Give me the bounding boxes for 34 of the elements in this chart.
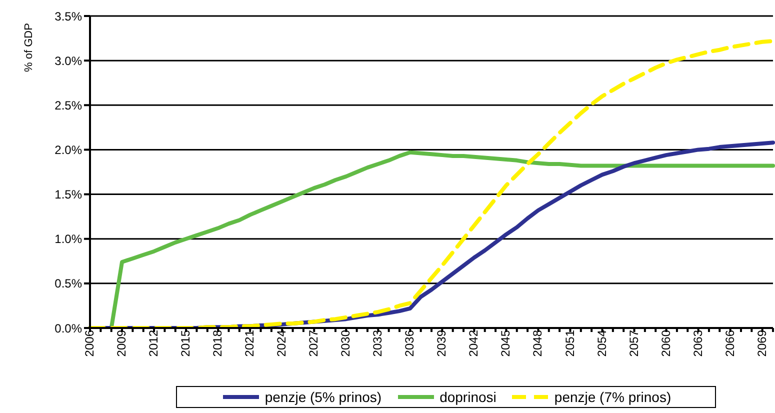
- legend-label: penzje (5% prinos): [264, 389, 382, 405]
- x-tick-label: 2021: [242, 330, 257, 357]
- x-tick-label: 2051: [562, 330, 577, 357]
- x-tick-label: 2054: [594, 330, 609, 357]
- x-tick-label: 2033: [370, 330, 385, 357]
- x-tick-label: 2057: [626, 330, 641, 357]
- x-tick-label: 2015: [178, 330, 193, 357]
- y-tick-label: 0.5%: [54, 276, 82, 291]
- x-tick-label: 2030: [338, 330, 353, 357]
- x-tick-label: 2027: [306, 330, 321, 357]
- y-tick-label: 3.5%: [54, 9, 82, 24]
- x-tick-label: 2012: [146, 330, 161, 357]
- x-tick-label: 2069: [754, 330, 769, 357]
- x-tick-label: 2048: [530, 330, 545, 357]
- legend-label: doprinosi: [440, 389, 496, 405]
- x-tick-label: 2060: [658, 330, 673, 357]
- x-tick-label: 2063: [690, 330, 705, 357]
- x-tick-label: 2006: [82, 330, 97, 357]
- x-tick-label: 2009: [114, 330, 129, 357]
- x-tick-label: 2018: [210, 330, 225, 357]
- y-tick-label: 2.5%: [54, 98, 82, 112]
- x-tick-label: 2036: [402, 330, 417, 357]
- x-tick-label: 2039: [434, 330, 449, 357]
- x-tick-label: 2066: [722, 330, 737, 357]
- y-tick-label: 2.0%: [54, 142, 82, 157]
- y-tick-label: 1.5%: [54, 188, 82, 202]
- y-tick-label: 0.0%: [54, 321, 82, 336]
- x-tick-label: 2024: [274, 330, 289, 357]
- legend-label: penzje (7% prinos): [554, 389, 672, 405]
- y-tick-label: 1.0%: [54, 232, 82, 246]
- x-tick-label: 2045: [498, 330, 513, 357]
- x-tick-label: 2042: [466, 330, 481, 357]
- y-tick-label: 3.0%: [54, 54, 82, 68]
- y-axis-title: % of GDP: [22, 23, 35, 72]
